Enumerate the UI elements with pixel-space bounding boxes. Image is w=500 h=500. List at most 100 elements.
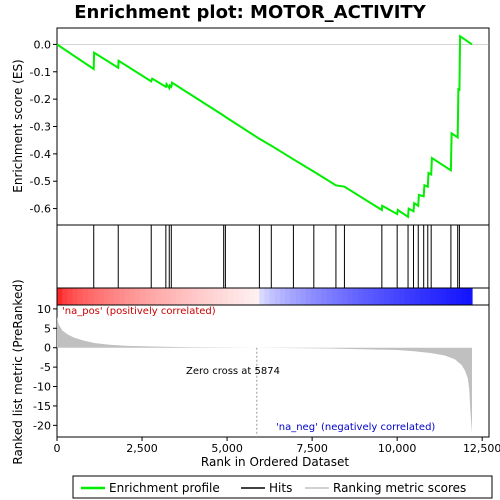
colorbar-segment [337,288,343,305]
colorbar-segment [114,288,120,305]
colorbar-segment [134,288,141,305]
colorbar-segment [295,288,302,305]
colorbar-segment [414,288,421,305]
colorbar-segment [280,288,286,305]
x-tick-label: 2,500 [126,442,158,455]
colorbar-segment [440,288,447,305]
colorbar-segment [311,288,317,305]
colorbar-segment [274,288,281,305]
colorbar-segment [331,288,338,305]
colorbar-segment [378,288,385,305]
legend-hits-label: Hits [269,481,292,495]
colorbar-segment [191,288,198,305]
colorbar-segment [254,288,260,305]
neg-correlated-label: 'na_neg' (negatively correlated) [276,422,435,433]
colorbar-segment [72,288,79,305]
colorbar-segment [186,288,193,305]
colorbar-segment [57,288,63,305]
colorbar-segment [202,288,209,305]
x-tick-label: 7,500 [296,442,328,455]
colorbar-segment [77,288,84,305]
colorbar-segment [233,288,240,305]
zero-cross-label: Zero cross at 5874 [186,366,280,377]
colorbar-segment [404,288,411,305]
colorbar-segment [119,288,126,305]
colorbar-segment [383,288,390,305]
metric-y-tick-label: 0 [44,342,51,355]
colorbar-segment [82,288,89,305]
colorbar-segment [409,288,416,305]
colorbar-segment [98,288,105,305]
colorbar-segment [285,288,292,305]
colorbar-segment [394,288,400,305]
metric-panel-ticks: 10 5 0 -5 -10 -15 -20 [33,303,57,432]
x-tick-label: 5,000 [211,442,243,455]
es-y-tick-label: -0.4 [30,148,51,161]
metric-panel [56,304,490,438]
metric-y-tick-label: -20 [33,419,51,432]
colorbar-segment [176,288,183,305]
colorbar-segment [139,288,146,305]
colorbar-segment [300,288,307,305]
es-y-axis-label: Enrichment score (ES) [11,59,25,192]
es-y-tick-label: 0.0 [34,38,52,51]
metric-y-tick-label: -15 [33,400,51,413]
legend-metric-label: Ranking metric scores [333,481,466,495]
colorbar-segment [466,288,473,305]
metric-y-tick-label: 10 [37,303,51,316]
colorbar-segment [103,288,110,305]
colorbar-segment [326,288,333,305]
es-y-tick-label: -0.2 [30,93,51,106]
colorbar-segment [238,288,245,305]
colorbar-segment [197,288,203,305]
colorbar-segment [62,288,68,305]
colorbar-segment [217,288,224,305]
x-tick-label: 0 [54,442,61,455]
colorbar-segment [165,288,172,305]
legend-box [72,475,493,499]
x-axis-ticks: 0 2,500 5,000 7,500 10,000 12,500 [54,437,500,455]
colorbar-segment [435,288,442,305]
pos-correlated-label: 'na_pos' (positively correlated) [62,306,216,317]
colorbar-segment [342,288,349,305]
colorbar-segment [363,288,369,305]
colorbar-segment [243,288,250,305]
colorbar-segment [108,288,115,305]
colorbar-segment [150,288,157,305]
metric-y-axis-label: Ranked list metric (PreRanked) [11,279,25,464]
colorbar-segment [124,288,131,305]
x-axis-label: Rank in Ordered Dataset [201,455,349,469]
colorbar-segment [222,288,229,305]
colorbar-segment [388,288,395,305]
colorbar-segment [425,288,432,305]
colorbar-segment [368,288,375,305]
colorbar-segment [352,288,359,305]
colorbar-segment [160,288,167,305]
colorbar-segment [451,288,458,305]
es-panel [56,27,490,226]
colorbar-segment [316,288,323,305]
colorbar-segment [290,288,297,305]
legend-enrichment-label: Enrichment profile [109,481,220,495]
colorbar-segment [207,288,214,305]
metric-y-tick-label: -10 [33,381,51,394]
metric-y-tick-label: 5 [44,322,51,335]
colorbar-segment [67,288,74,305]
es-y-tick-label: -0.3 [30,121,51,134]
colorbar-segment [181,288,188,305]
colorbar-segment [461,288,468,305]
colorbar-segment [248,288,255,305]
colorbar-segment [88,288,94,305]
colorbar-segment [129,288,136,305]
colorbar-segment [430,288,437,305]
colorbar-segment [420,288,426,305]
colorbar-segment [347,288,354,305]
rank-colorbar [56,287,490,306]
colorbar-segment [399,288,406,305]
enrichment-profile-line [56,34,473,219]
x-tick-label: 10,000 [378,442,417,455]
chart-title: Enrichment plot: MOTOR_ACTIVITY [74,2,426,23]
colorbar-segment [446,288,452,305]
colorbar-segment [264,288,271,305]
